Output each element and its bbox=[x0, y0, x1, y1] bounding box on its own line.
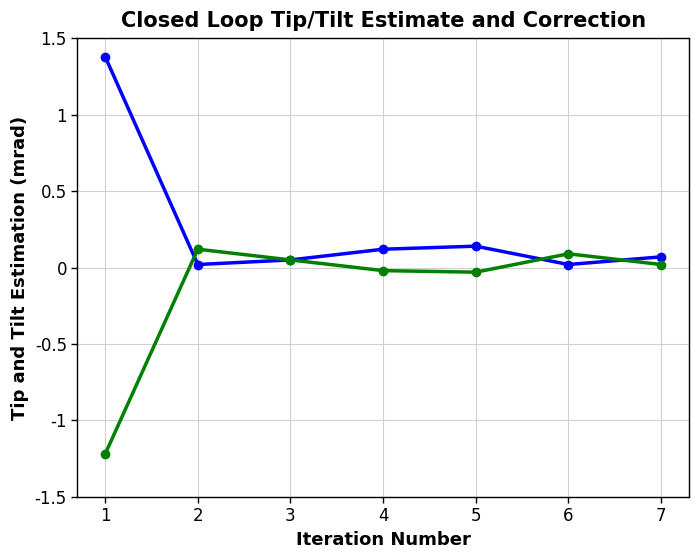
Title: Closed Loop Tip/Tilt Estimate and Correction: Closed Loop Tip/Tilt Estimate and Correc… bbox=[120, 11, 645, 31]
Y-axis label: Tip and Tilt Estimation (mrad): Tip and Tilt Estimation (mrad) bbox=[11, 115, 29, 419]
X-axis label: Iteration Number: Iteration Number bbox=[295, 531, 470, 549]
